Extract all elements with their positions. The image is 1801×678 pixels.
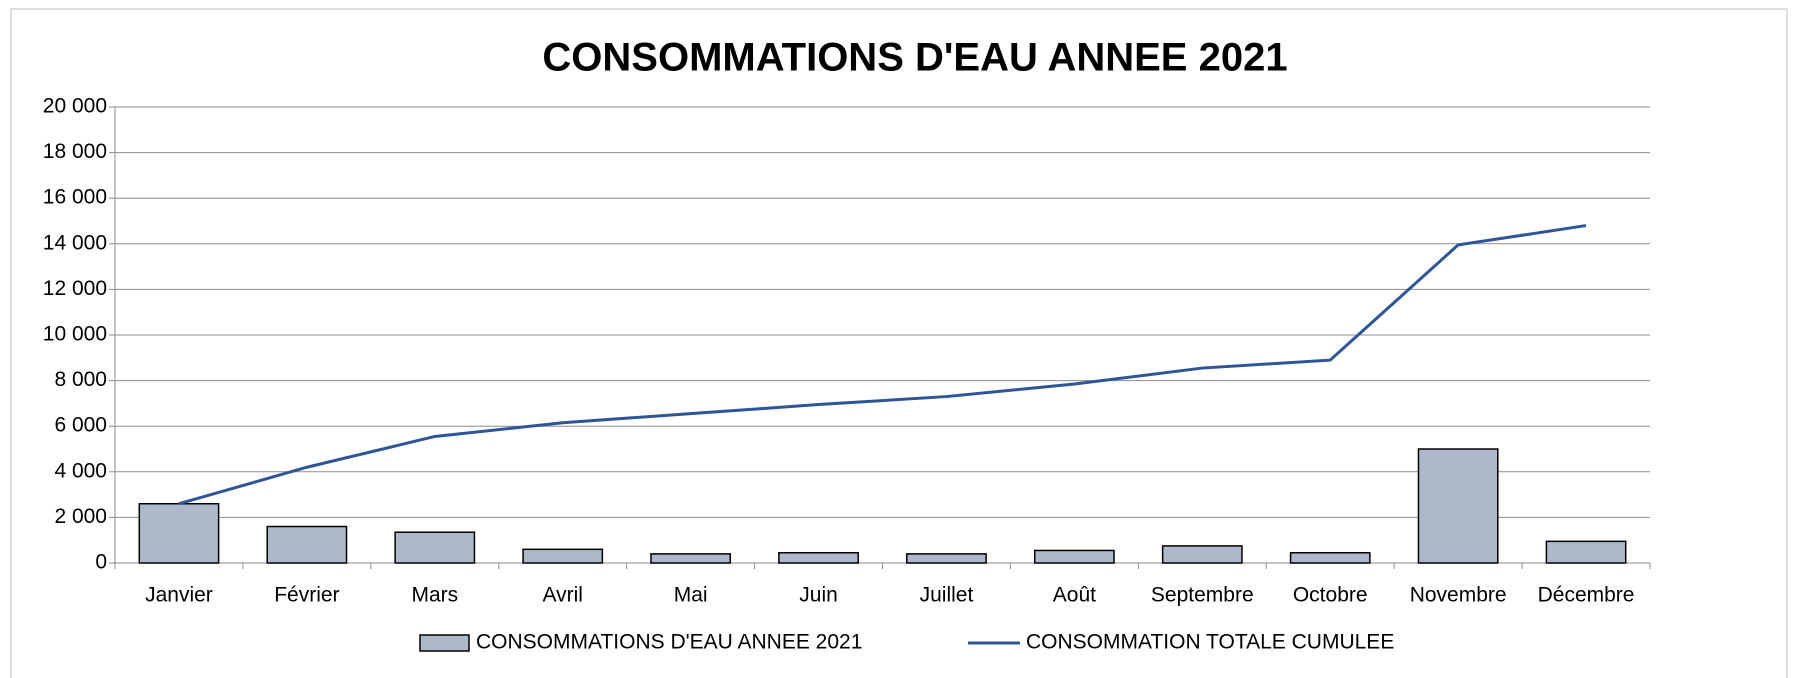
y-tick-label: 0 xyxy=(95,551,107,574)
bar xyxy=(1161,545,1243,564)
x-tick-label: Avril xyxy=(542,584,582,607)
x-tick-label: Octobre xyxy=(1293,584,1368,607)
y-tick-label: 8 000 xyxy=(54,368,107,391)
bar xyxy=(522,548,604,564)
y-tick-label: 10 000 xyxy=(43,323,107,346)
x-tick-label: Août xyxy=(1053,584,1096,607)
x-tick-label: Mai xyxy=(674,584,708,607)
x-tick-label: Novembre xyxy=(1410,584,1507,607)
y-tick-label: 2 000 xyxy=(54,505,107,528)
x-tick-label: Décembre xyxy=(1538,584,1635,607)
y-tick-label: 20 000 xyxy=(43,95,107,118)
bar xyxy=(266,525,348,564)
y-tick-label: 6 000 xyxy=(54,414,107,437)
bar xyxy=(1545,540,1627,564)
x-tick-label: Septembre xyxy=(1151,584,1254,607)
bar xyxy=(1417,448,1499,564)
bar xyxy=(778,551,859,564)
x-tick-label: Mars xyxy=(411,584,458,607)
bar xyxy=(906,553,987,564)
chart-title: CONSOMMATIONS D'EAU ANNEE 2021 xyxy=(542,36,1287,80)
x-tick-label: Juillet xyxy=(920,584,974,607)
y-tick-label: 4 000 xyxy=(54,459,107,482)
legend-label: CONSOMMATION TOTALE CUMULEE xyxy=(1026,631,1394,654)
bar xyxy=(1289,551,1371,564)
y-tick-label: 16 000 xyxy=(43,186,107,209)
bar xyxy=(650,553,732,564)
bar xyxy=(394,531,476,564)
y-tick-label: 18 000 xyxy=(43,140,107,163)
y-tick-label: 12 000 xyxy=(43,277,107,300)
legend-swatch xyxy=(419,634,470,652)
x-tick-label: Janvier xyxy=(145,584,213,607)
chart-frame xyxy=(10,8,1788,678)
x-tick-label: Février xyxy=(274,584,339,607)
bar xyxy=(1033,549,1115,564)
legend-label: CONSOMMATIONS D'EAU ANNEE 2021 xyxy=(476,631,862,654)
bar xyxy=(138,502,220,564)
line xyxy=(178,224,1587,506)
x-tick-label: Juin xyxy=(799,584,838,607)
y-tick-label: 14 000 xyxy=(43,231,107,254)
